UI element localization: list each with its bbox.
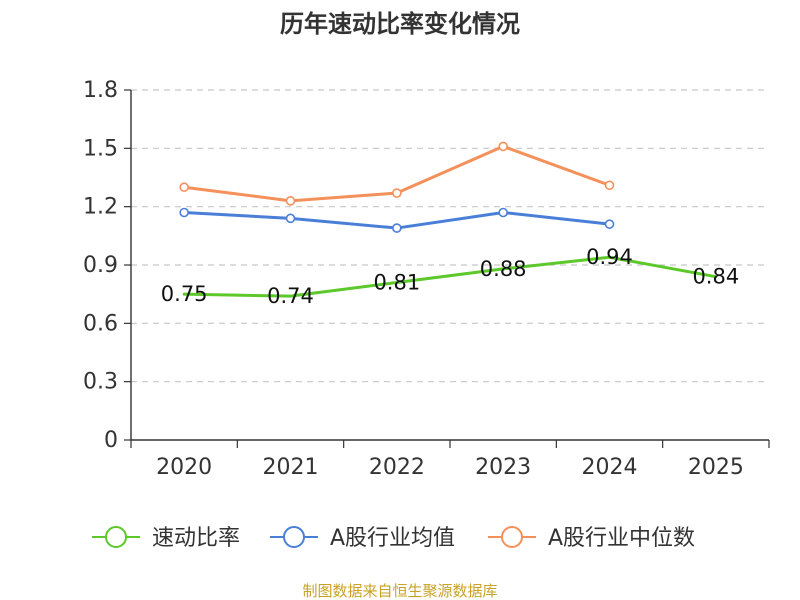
series-point-2 bbox=[604, 180, 615, 191]
legend-marker bbox=[283, 526, 305, 548]
series-line-0 bbox=[182, 255, 718, 298]
data-label: 0.74 bbox=[267, 284, 314, 308]
legend-label: A股行业中位数 bbox=[548, 526, 695, 551]
series-point-1 bbox=[604, 219, 615, 229]
x-tick-label: 2024 bbox=[582, 455, 638, 480]
data-labels: 0.75 0.74 0.81 0.88 0.94 0.84 bbox=[161, 245, 739, 308]
y-tick-label: 1.8 bbox=[83, 78, 118, 103]
series-point-1 bbox=[498, 207, 508, 218]
legend: 速动比率 A股行业均值 A股行业中位数 bbox=[92, 526, 695, 551]
x-tick-label: 2020 bbox=[156, 455, 212, 480]
x-tick-label: 2025 bbox=[688, 455, 744, 480]
chart-title: 历年速动比率变化情况 bbox=[280, 10, 520, 38]
data-label: 0.81 bbox=[373, 271, 420, 295]
source-note: 制图数据来自恒生聚源数据库 bbox=[302, 582, 497, 600]
data-label: 0.84 bbox=[692, 265, 739, 289]
data-label: 0.94 bbox=[586, 245, 633, 269]
x-tick-label: 2021 bbox=[263, 455, 319, 480]
y-tick-label: 1.5 bbox=[83, 136, 118, 161]
series-point-1 bbox=[392, 223, 402, 233]
series-point-2 bbox=[498, 141, 508, 152]
legend-item-0: 速动比率 bbox=[92, 526, 240, 551]
grid-lines bbox=[131, 89, 769, 383]
series-point-1 bbox=[285, 213, 296, 224]
series-layer bbox=[179, 141, 718, 298]
data-label: 0.88 bbox=[480, 257, 527, 281]
series-point-2 bbox=[179, 182, 189, 193]
legend-item-2: A股行业中位数 bbox=[488, 526, 695, 551]
y-tick-label: 0.3 bbox=[83, 370, 118, 395]
y-tick-label: 0 bbox=[104, 428, 118, 453]
series-point-2 bbox=[392, 188, 402, 198]
axes: 0 0.3 0.6 0.9 1.2 1.5 1.8 2020 2021 2022 2023 2024 2… bbox=[83, 78, 770, 480]
data-label: 0.75 bbox=[161, 282, 208, 306]
series-point-1 bbox=[179, 207, 189, 218]
legend-item-1: A股行业均值 bbox=[270, 526, 455, 551]
legend-label: A股行业均值 bbox=[330, 526, 455, 551]
x-tick-label: 2023 bbox=[475, 455, 531, 480]
y-tick-label: 0.9 bbox=[83, 253, 118, 278]
legend-marker bbox=[105, 526, 127, 548]
legend-marker bbox=[501, 526, 523, 548]
legend-label: 速动比率 bbox=[152, 526, 240, 551]
x-tick-label: 2022 bbox=[369, 455, 425, 480]
y-tick-label: 0.6 bbox=[83, 311, 118, 336]
series-point-2 bbox=[285, 196, 296, 206]
y-tick-label: 1.2 bbox=[83, 195, 118, 220]
